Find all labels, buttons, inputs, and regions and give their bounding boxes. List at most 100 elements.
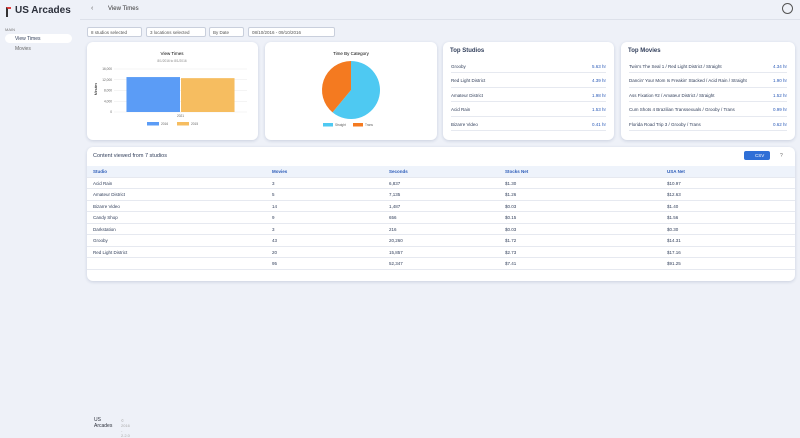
csv-button[interactable]: CSV [744, 151, 770, 160]
csv-label: CSV [755, 153, 765, 158]
list-value: 5.63 hr [591, 63, 606, 69]
back-button[interactable]: ‹ [91, 5, 94, 12]
table-row: Red Light District 20 15,857 $2.73 $17.16 [87, 247, 795, 258]
table-cell: 5 [272, 192, 275, 197]
sidebar: US Arcades MAIN View Times Movies US Arc… [0, 0, 130, 438]
nav-item[interactable]: Movies [5, 44, 72, 53]
table-cell: 9 [272, 215, 275, 220]
bar-card: View Times 8/1/2016 to 8/1/2016 Minutes 0 4,… [87, 42, 258, 140]
pie-slice [322, 61, 351, 113]
header-rule [80, 19, 800, 20]
column-header: Stocks Net [505, 169, 529, 174]
table-cell: $1.26 [505, 192, 517, 197]
y-tick-label: 16,000 [102, 67, 112, 71]
y-tick-label: 8,000 [104, 89, 112, 93]
y-tick-label: 0 [110, 110, 112, 114]
list-value: 4.34 hr [772, 63, 787, 69]
table-cell: $1.30 [505, 180, 517, 186]
bar [126, 77, 180, 112]
list-row: Red Light District 4.39 hr [451, 75, 606, 88]
table-cell: 3 [272, 180, 275, 186]
legend-swatch [147, 122, 159, 126]
filter[interactable]: By Date [209, 27, 244, 37]
table-row: Grooby 43 20,260 $1.72 $14.31 [87, 235, 795, 247]
column-header: Movies [272, 169, 288, 174]
table-row: 95 52,347 $7.41 $91.25 [87, 258, 795, 270]
table-cell: Bizarre Video [93, 203, 120, 209]
footer-name: US Arcades [94, 417, 113, 429]
filter[interactable]: 08/10/2016 - 09/10/2016 [248, 27, 335, 37]
table-cell: Acid Rain [93, 180, 113, 186]
header-title: View Times [108, 6, 139, 12]
legend-swatch [353, 123, 363, 127]
table-cell: 7,135 [389, 192, 401, 197]
movies-card: Top Movies Twin's The Seal 1 / Red Light … [621, 42, 795, 140]
table-row: Acid Rain 3 6,837 $1.30 $10.97 [87, 178, 795, 189]
table-cell: $0.15 [505, 215, 517, 220]
table-cell: 1,487 [389, 203, 401, 209]
card-title: Top Studios [450, 48, 485, 54]
table-cell: $17.16 [667, 249, 681, 255]
table-cell: Candy Shop [93, 215, 118, 220]
legend-swatch [177, 122, 189, 126]
table-cell: 20 [272, 249, 278, 255]
list-row: Dancin' Your Mom Is Freakin' Stacked / A… [629, 75, 787, 88]
list-label: Ass Fixation #2 / Amateur District / Str… [629, 92, 715, 98]
table-cell: 43 [272, 238, 278, 243]
table-cell: $1.40 [667, 203, 679, 209]
y-tick-label: 4,000 [104, 99, 112, 103]
list-row: Grooby 5.63 hr [451, 60, 606, 73]
column-header: USA Net [667, 169, 685, 174]
list-row: Ass Fixation #2 / Amateur District / Str… [629, 89, 787, 102]
table-row: Amateur District 5 7,135 $1.26 $12.63 [87, 189, 795, 201]
list-value: 1.52 hr [772, 92, 787, 98]
table-cell: $0.03 [505, 226, 517, 232]
list-value: 4.39 hr [591, 78, 606, 83]
list-row: Florida Road Trip 3 / Grooby / Trans 0.62… [629, 118, 787, 131]
table-cell: 14 [272, 203, 278, 209]
list-value: 1.90 hr [772, 78, 787, 83]
y-axis-label: Minutes [94, 83, 98, 96]
table-cell: $2.73 [505, 249, 517, 255]
card-title: Top Movies [628, 48, 661, 54]
chart-subtitle: 8/1/2016 to 8/1/2016 [157, 59, 186, 63]
table-cell: $91.25 [667, 261, 681, 266]
table-cell: $0.30 [667, 226, 679, 232]
legend-swatch [323, 123, 333, 127]
x-tick-label: 2021 [177, 114, 184, 118]
nav-label: View Times [15, 36, 41, 42]
list-row: Acid Rain 1.53 hr [451, 104, 606, 117]
section-label: MAIN [5, 27, 15, 32]
filter[interactable]: 3 locations selected [146, 27, 206, 37]
legend-label: Straight [335, 123, 346, 127]
table-cell: $1.72 [505, 238, 517, 243]
table-cell: $10.97 [667, 180, 681, 186]
table-cell: $12.63 [667, 192, 681, 197]
table-cell: $7.41 [505, 261, 517, 266]
table-cell: 52,347 [389, 261, 403, 266]
table-cell: 95 [272, 261, 278, 266]
column-header: Studio [93, 169, 107, 174]
user-button[interactable] [782, 3, 793, 14]
nav-label: Movies [15, 46, 31, 52]
table-card: Content viewed from 7 studios CSV ? Stud… [87, 147, 795, 281]
table-row: Candy Shop 9 656 $0.15 $1.56 [87, 212, 795, 224]
list-label: Acid Rain [451, 107, 471, 112]
list-value: 1.53 hr [591, 107, 606, 112]
bar-chart: View Times 8/1/2016 to 8/1/2016 Minutes 0 4,… [94, 51, 247, 126]
nav-item[interactable]: View Times [5, 34, 72, 43]
list-value: 1.98 hr [591, 92, 606, 98]
legend-label: Trans [365, 123, 373, 127]
help-button[interactable]: ? [780, 153, 783, 159]
table-cell: 15,857 [389, 249, 403, 255]
studios-card: Top Studios Grooby 5.63 hr Red Light Distri… [443, 42, 614, 140]
table-cell: $14.31 [667, 238, 681, 243]
y-tick-label: 12,000 [102, 78, 112, 82]
chart-title: View Times [161, 51, 185, 56]
bar [181, 78, 235, 112]
legend-label: 2016 [161, 122, 168, 126]
table-cell: Amateur District [93, 192, 126, 197]
table-cell: Grooby [93, 238, 108, 243]
filter[interactable]: 8 studios selected [87, 27, 142, 37]
column-header: Seconds [389, 169, 408, 174]
